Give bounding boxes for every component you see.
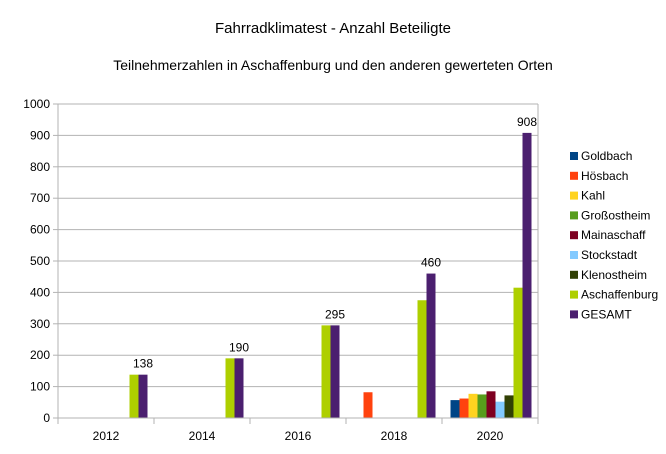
bar-mainaschaff-2020 <box>486 391 496 418</box>
chart-title: Fahrradklimatest - Anzahl Beteiligte <box>215 20 451 37</box>
bar-kahl-2020 <box>468 393 478 418</box>
legend: Goldbach Hösbach Kahl Großostheim Mainaschaf… <box>570 149 658 321</box>
y-tick-label: 1000 <box>23 97 50 111</box>
legend-label-klenostheim: Klenostheim <box>581 268 647 282</box>
legend-label-goldbach: Goldbach <box>581 149 632 163</box>
data-label: 138 <box>133 357 153 371</box>
data-label: 190 <box>229 340 249 354</box>
x-tick-label: 2014 <box>189 429 216 443</box>
legend-swatch-mainaschaff <box>570 231 578 240</box>
y-tick-label: 0 <box>43 411 50 425</box>
bar-grossostheim-2020 <box>477 394 487 418</box>
y-tick-label: 700 <box>30 191 50 205</box>
x-tick-label: 2012 <box>93 429 120 443</box>
grid-lines <box>58 103 538 419</box>
legend-label-gesamt: GESAMT <box>581 307 632 321</box>
bar-klenostheim-2020 <box>504 395 514 418</box>
legend-label-kahl: Kahl <box>581 189 605 203</box>
bar-gesamt-2018 <box>426 273 436 418</box>
bar-gesamt-2012 <box>138 374 148 418</box>
bar-gesamt-2020 <box>522 132 532 418</box>
legend-label-hosbach: Hösbach <box>581 169 628 183</box>
bar-aschaffenburg-2016 <box>321 325 331 418</box>
bar-hosbach-2018 <box>363 392 373 418</box>
y-tick-label: 100 <box>30 380 50 394</box>
legend-label-mainaschaff: Mainaschaff <box>581 228 646 242</box>
y-tick-label: 200 <box>30 348 50 362</box>
bar-stockstadt-2020 <box>495 401 505 418</box>
legend-swatch-gesamt <box>570 310 578 319</box>
bar-aschaffenburg-2012 <box>129 374 139 418</box>
data-label: 295 <box>325 307 345 321</box>
data-label: 460 <box>421 256 441 270</box>
legend-swatch-kahl <box>570 191 578 200</box>
legend-label-grossostheim: Großostheim <box>581 208 650 222</box>
legend-swatch-aschaffenburg <box>570 290 578 299</box>
bar-aschaffenburg-2020 <box>513 287 523 418</box>
legend-swatch-hosbach <box>570 171 578 180</box>
y-tick-label: 600 <box>30 223 50 237</box>
legend-label-aschaffenburg: Aschaffenburg <box>581 288 658 302</box>
data-label: 908 <box>517 115 537 129</box>
bar-aschaffenburg-2018 <box>417 300 427 418</box>
y-tick-label: 400 <box>30 285 50 299</box>
bars <box>129 132 532 418</box>
x-tick-label: 2020 <box>477 429 504 443</box>
y-tick-label: 800 <box>30 160 50 174</box>
x-tick-label: 2018 <box>381 429 408 443</box>
legend-swatch-goldbach <box>570 152 578 160</box>
bar-gesamt-2016 <box>330 325 340 418</box>
legend-label-stockstadt: Stockstadt <box>581 248 638 262</box>
legend-swatch-grossostheim <box>570 211 578 220</box>
bar-goldbach-2020 <box>450 400 460 418</box>
y-tick-label: 300 <box>30 317 50 331</box>
y-tick-label: 900 <box>30 128 50 142</box>
axes: 0 100 200 300 400 500 600 700 800 900 1000 2012 2014… <box>23 97 539 443</box>
chart-subtitle: Teilnehmerzahlen in Aschaffenburg und de… <box>113 57 553 73</box>
bar-gesamt-2014 <box>234 358 244 418</box>
x-tick-label: 2016 <box>285 429 312 443</box>
y-tick-label: 500 <box>30 254 50 268</box>
legend-swatch-klenostheim <box>570 270 578 279</box>
legend-swatch-stockstadt <box>570 251 578 259</box>
bar-aschaffenburg-2014 <box>225 358 235 418</box>
data-labels: 138 190 295 460 908 <box>133 115 537 371</box>
bar-hosbach-2020 <box>459 398 469 418</box>
